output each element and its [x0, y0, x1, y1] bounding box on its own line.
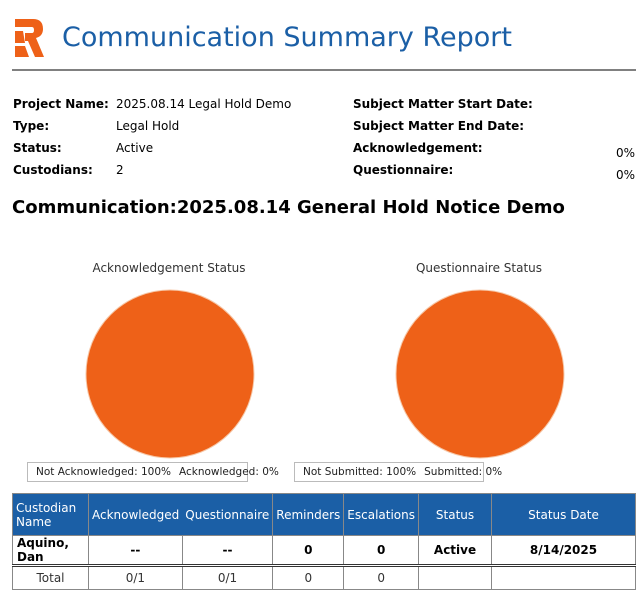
status-value: Active	[116, 141, 154, 155]
total-status-date	[491, 565, 636, 590]
pie-slice-not-acknowledged	[85, 289, 255, 459]
cell-status: Active	[418, 535, 493, 567]
total-reminders: 0	[272, 565, 345, 590]
col-escalations: Escalations	[343, 493, 420, 536]
end-date-label: Subject Matter End Date:	[353, 119, 525, 133]
custodians-value: 2	[116, 163, 124, 177]
total-label: Total	[12, 565, 89, 590]
custodians-label: Custodians:	[13, 163, 93, 177]
col-custodian-name: Custodian Name	[12, 493, 89, 536]
header-divider	[12, 69, 636, 71]
total-status	[418, 565, 493, 590]
acknowledgement-value: 0%	[615, 146, 635, 160]
type-label: Type:	[13, 119, 50, 133]
custodian-table: Custodian Name Acknowledged Questionnair…	[12, 493, 636, 590]
communication-title: Communication:2025.08.14 General Hold No…	[12, 197, 565, 218]
project-name-label: Project Name:	[13, 97, 109, 111]
pie-charts	[85, 289, 565, 459]
cell-questionnaire: --	[181, 535, 274, 567]
type-value: Legal Hold	[116, 119, 180, 133]
col-acknowledged: Acknowledged	[88, 493, 183, 536]
table-header-row: Custodian Name Acknowledged Questionnair…	[12, 493, 636, 536]
cell-status-date: 8/14/2025	[491, 535, 636, 567]
questionnaire-value: 0%	[615, 168, 635, 182]
ack-chart-title: Acknowledgement Status	[92, 261, 246, 275]
acknowledgement-label: Acknowledgement:	[353, 141, 483, 155]
start-date-label: Subject Matter Start Date:	[353, 97, 533, 111]
project-name-value: 2025.08.14 Legal Hold Demo	[116, 97, 292, 111]
report-title: Communication Summary Report	[62, 22, 512, 53]
cell-reminders: 0	[272, 535, 345, 567]
table-row: Aquino, Dan -- -- 0 0 Active 8/14/2025	[12, 535, 636, 567]
questionnaire-label: Questionnaire:	[353, 163, 454, 177]
legend-submitted: Submitted: 0%	[424, 466, 503, 478]
col-reminders: Reminders	[272, 493, 345, 536]
quest-chart-title: Questionnaire Status	[415, 261, 543, 275]
total-row: Total 0/1 0/1 0 0	[12, 565, 636, 590]
ack-legend: Not Acknowledged: 100% Acknowledged: 0%	[27, 462, 279, 482]
col-status-date: Status Date	[491, 493, 636, 536]
quest-legend: Not Submitted: 100% Submitted: 0%	[294, 462, 502, 482]
total-escalations: 0	[343, 565, 420, 590]
total-questionnaire: 0/1	[181, 565, 274, 590]
col-questionnaire: Questionnaire	[182, 493, 274, 536]
cell-escalations: 0	[343, 535, 420, 567]
col-status: Status	[418, 493, 493, 536]
cell-acknowledged: --	[88, 535, 183, 567]
status-label: Status:	[13, 141, 62, 155]
total-acknowledged: 0/1	[88, 565, 183, 590]
pie-slice-not-submitted	[395, 289, 565, 459]
legend-not-submitted: Not Submitted: 100%	[303, 466, 417, 478]
cell-custodian: Aquino, Dan	[12, 535, 89, 567]
logo-icon	[15, 19, 44, 57]
legend-acknowledged: Acknowledged: 0%	[178, 466, 279, 478]
legend-not-acknowledged: Not Acknowledged: 100%	[36, 466, 171, 478]
